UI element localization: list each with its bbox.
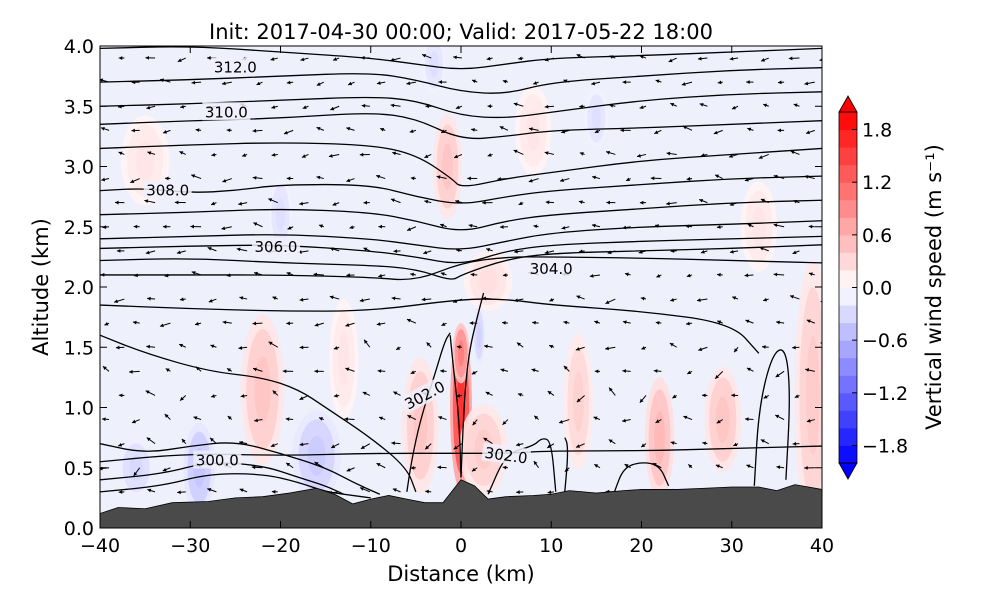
contour-label-text: 312.0 bbox=[214, 59, 257, 77]
w-anomaly-peak bbox=[592, 105, 601, 132]
x-tick-label: 40 bbox=[810, 535, 834, 557]
contour-label: 310.0 bbox=[202, 102, 250, 121]
y-axis-label: Altitude (km) bbox=[29, 218, 53, 356]
colorbar-extend-high bbox=[839, 96, 857, 112]
colorbar-level bbox=[839, 410, 857, 428]
wind-vector bbox=[825, 391, 830, 395]
colorbar-tick-label: 1.2 bbox=[862, 172, 892, 194]
wind-vector-shaft bbox=[824, 444, 831, 447]
contour-label: 308.0 bbox=[144, 181, 192, 200]
wind-vector bbox=[823, 250, 830, 254]
contour-label-text: 306.0 bbox=[255, 238, 298, 256]
wind-vector bbox=[825, 201, 831, 205]
colorbar-level bbox=[839, 358, 857, 376]
contour-label: 306.0 bbox=[252, 237, 300, 256]
y-tick-label: 4.0 bbox=[64, 36, 94, 58]
w-anomaly-peak bbox=[254, 356, 270, 422]
colorbar-tick-label: 0.0 bbox=[862, 278, 892, 300]
y-tick-label: 0.5 bbox=[64, 458, 94, 480]
x-tick-label: −10 bbox=[351, 535, 391, 557]
wind-vector-shaft bbox=[825, 105, 830, 106]
colorbar-level bbox=[839, 340, 857, 358]
colorbar-level bbox=[839, 217, 857, 235]
w-anomaly-peak bbox=[458, 340, 464, 367]
wind-vector-head bbox=[825, 104, 829, 108]
colorbar-level bbox=[839, 182, 857, 200]
wind-vector-head bbox=[824, 444, 828, 447]
w-anomaly-peak bbox=[276, 198, 285, 231]
contour-label: 304.0 bbox=[527, 259, 575, 278]
wind-vector-head bbox=[824, 490, 828, 494]
x-axis-label: Distance (km) bbox=[387, 562, 535, 586]
x-tick-label: 0 bbox=[455, 535, 467, 557]
wind-vector-shaft bbox=[825, 391, 830, 395]
wind-vector-head bbox=[824, 153, 828, 157]
colorbar-level bbox=[839, 270, 857, 288]
chart-title: Init: 2017-04-30 00:00; Valid: 2017-05-2… bbox=[209, 20, 713, 44]
colorbar: 1.8 1.2 0.6 0.0 −0.6 −1.2 −1.8 bbox=[839, 96, 908, 479]
colorbar-level bbox=[839, 305, 857, 323]
w-anomaly-peak bbox=[479, 268, 497, 295]
colorbar-level bbox=[839, 235, 857, 253]
wind-vector-head bbox=[825, 201, 829, 205]
contour-label-text: 300.0 bbox=[196, 452, 239, 470]
wind-vector-shaft bbox=[824, 154, 830, 155]
contour-label-text: 310.0 bbox=[205, 103, 248, 121]
x-tick-label: 30 bbox=[720, 535, 744, 557]
colorbar-level bbox=[839, 252, 857, 270]
colorbar-level bbox=[839, 200, 857, 218]
x-tick-label: 20 bbox=[629, 535, 653, 557]
y-tick-label: 2.0 bbox=[64, 277, 94, 299]
colorbar-level bbox=[839, 393, 857, 411]
colorbar-tick-label: 0.6 bbox=[862, 225, 892, 247]
colorbar-level bbox=[839, 375, 857, 393]
y-tick-label: 1.5 bbox=[64, 337, 94, 359]
colorbar-tick-label: −1.2 bbox=[862, 383, 908, 405]
colorbar-level bbox=[839, 165, 857, 183]
wind-vector-shaft bbox=[825, 203, 831, 204]
colorbar-extend-low bbox=[839, 463, 857, 479]
wind-vector bbox=[825, 104, 830, 108]
y-tick-label: 0.0 bbox=[64, 518, 94, 540]
wind-vector-head bbox=[823, 250, 827, 254]
contour-label: 300.0 bbox=[193, 451, 241, 470]
x-tick-label: 10 bbox=[539, 535, 563, 557]
w-anomaly-peak bbox=[806, 336, 820, 455]
w-anomaly-peak bbox=[442, 143, 453, 189]
wind-vector bbox=[824, 490, 830, 494]
x-tick-label: −30 bbox=[170, 535, 210, 557]
colorbar-level bbox=[839, 130, 857, 148]
w-anomaly-peak bbox=[752, 207, 766, 247]
w-anomaly-peak bbox=[429, 51, 438, 78]
w-anomaly-peak bbox=[477, 322, 482, 349]
w-anomaly-peak bbox=[308, 436, 326, 476]
contour-label: 312.0 bbox=[211, 58, 259, 77]
y-tick-label: 2.5 bbox=[64, 217, 94, 239]
colorbar-level bbox=[839, 112, 857, 130]
colorbar-level bbox=[839, 428, 857, 446]
colorbar-tick-label: −1.8 bbox=[862, 435, 908, 457]
colorbar-tick-label: −0.6 bbox=[862, 330, 908, 352]
wind-vector-head bbox=[825, 391, 829, 395]
w-anomaly-peak bbox=[338, 333, 349, 386]
y-tick-label: 3.0 bbox=[64, 157, 94, 179]
contour-label-text: 304.0 bbox=[530, 260, 573, 278]
colorbar-level bbox=[839, 323, 857, 341]
wind-vector bbox=[824, 444, 831, 447]
y-tick-label: 1.0 bbox=[64, 398, 94, 420]
wind-vector-shaft bbox=[823, 251, 830, 253]
colorbar-level bbox=[839, 445, 857, 463]
contour-label-text: 308.0 bbox=[146, 182, 189, 200]
colorbar-level bbox=[839, 147, 857, 165]
w-anomaly-peak bbox=[654, 411, 665, 464]
colorbar-level bbox=[839, 288, 857, 306]
colorbar-label: Vertical wind speed (m s⁻¹) bbox=[922, 144, 946, 430]
y-tick-label: 3.5 bbox=[64, 96, 94, 118]
colorbar-tick-label: 1.8 bbox=[862, 120, 892, 142]
wind-vector bbox=[824, 153, 830, 157]
x-tick-label: −20 bbox=[260, 535, 300, 557]
